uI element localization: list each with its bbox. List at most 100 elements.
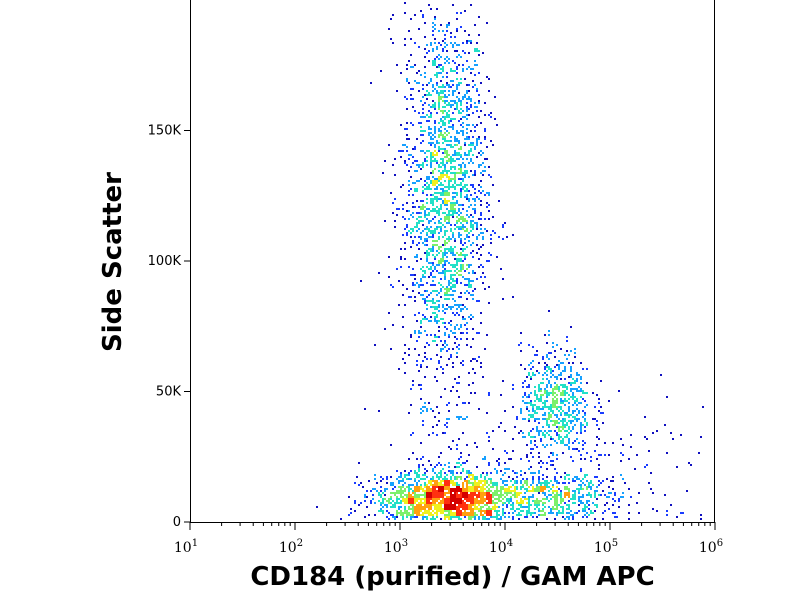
data-point — [454, 192, 456, 194]
data-point — [474, 50, 476, 52]
data-point — [456, 184, 458, 186]
data-point — [432, 230, 434, 232]
data-point — [450, 248, 452, 250]
data-point — [402, 486, 404, 488]
data-point — [442, 256, 444, 258]
data-point — [420, 502, 422, 504]
data-point — [556, 504, 558, 506]
data-point — [434, 136, 436, 138]
data-point — [438, 226, 440, 228]
data-point — [454, 154, 456, 156]
data-point — [430, 464, 432, 466]
data-point — [460, 104, 462, 106]
data-point — [462, 208, 464, 210]
data-point — [386, 482, 388, 484]
data-point — [470, 494, 472, 496]
data-point — [394, 494, 396, 496]
data-point — [454, 166, 456, 168]
data-point — [442, 372, 444, 374]
data-point — [426, 494, 428, 496]
data-point — [460, 154, 462, 156]
data-point — [458, 168, 460, 170]
data-point — [434, 276, 436, 278]
data-point — [440, 510, 442, 512]
data-point — [512, 296, 514, 298]
data-point — [442, 148, 444, 150]
data-point — [422, 220, 424, 222]
data-point — [564, 430, 566, 432]
data-point — [446, 344, 448, 346]
data-point — [434, 64, 436, 66]
data-point — [432, 204, 434, 206]
data-point — [446, 140, 448, 142]
data-point — [426, 186, 428, 188]
data-point — [424, 158, 426, 160]
data-point — [448, 262, 450, 264]
data-point — [422, 134, 424, 136]
data-point — [396, 496, 398, 498]
data-point — [564, 370, 566, 372]
data-point — [482, 500, 484, 502]
data-point — [420, 258, 422, 260]
data-point — [468, 96, 470, 98]
data-point — [422, 514, 424, 516]
data-point — [424, 36, 426, 38]
data-point — [408, 496, 410, 498]
data-point — [442, 96, 444, 98]
data-point — [448, 212, 450, 214]
data-point — [438, 212, 440, 214]
data-point — [544, 400, 546, 402]
data-point — [464, 490, 466, 492]
data-point — [436, 498, 438, 500]
data-point — [466, 328, 468, 330]
data-point — [542, 394, 544, 396]
data-point — [556, 508, 558, 510]
data-point — [412, 514, 414, 516]
data-point — [560, 372, 562, 374]
data-point — [364, 516, 366, 518]
data-point — [442, 194, 444, 196]
data-point — [582, 440, 584, 442]
data-point — [488, 496, 490, 498]
data-point — [406, 224, 408, 226]
data-point — [466, 42, 468, 44]
data-point — [446, 60, 448, 62]
data-point — [452, 386, 454, 388]
data-point — [482, 236, 484, 238]
data-point — [554, 440, 556, 442]
data-point — [432, 468, 434, 470]
data-point — [530, 376, 532, 378]
data-point — [448, 158, 450, 160]
data-point — [444, 326, 446, 328]
data-point — [458, 304, 460, 306]
data-point — [432, 26, 434, 28]
data-point — [584, 506, 586, 508]
data-point — [478, 484, 480, 486]
data-point — [488, 90, 490, 92]
data-point — [430, 232, 432, 234]
data-point — [414, 314, 416, 316]
data-point — [424, 300, 426, 302]
data-point — [452, 250, 454, 252]
data-point — [492, 492, 494, 494]
data-point — [442, 488, 444, 490]
data-point — [488, 518, 490, 520]
data-point — [440, 484, 442, 486]
data-point — [450, 42, 452, 44]
data-point — [538, 388, 540, 390]
data-point — [442, 480, 444, 482]
data-point — [420, 366, 422, 368]
data-point — [528, 386, 530, 388]
data-point — [484, 492, 486, 494]
data-point — [470, 104, 472, 106]
data-point — [430, 132, 432, 134]
data-point — [438, 100, 440, 102]
data-point — [422, 494, 424, 496]
data-point — [560, 392, 562, 394]
data-point — [452, 506, 454, 508]
data-point — [472, 80, 474, 82]
data-point — [596, 394, 598, 396]
data-point — [460, 170, 462, 172]
data-point — [416, 282, 418, 284]
data-point — [426, 504, 428, 506]
